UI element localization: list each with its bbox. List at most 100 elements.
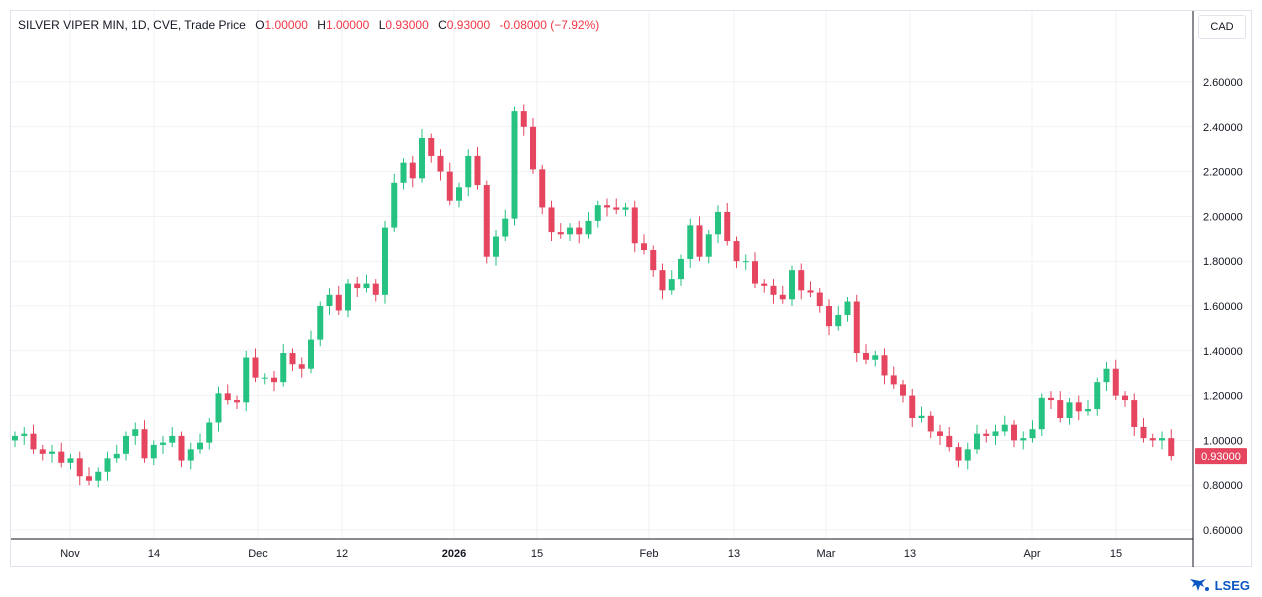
candle-body xyxy=(280,353,287,383)
candle-body xyxy=(224,393,231,401)
candle-body xyxy=(604,205,610,208)
open-value: 1.00000 xyxy=(264,18,308,32)
candle-body xyxy=(271,377,277,383)
candle-body xyxy=(317,306,324,340)
candle-body xyxy=(1122,395,1128,401)
candle-body xyxy=(761,283,768,286)
currency-selector[interactable]: CAD xyxy=(1198,15,1246,39)
brand-logo: LSEG xyxy=(1189,577,1250,593)
candle-body xyxy=(428,138,435,156)
candle-body xyxy=(826,306,832,327)
candle-body xyxy=(456,187,462,201)
candle-body xyxy=(326,294,333,306)
candle-body xyxy=(493,236,499,257)
y-tick-label: 1.40000 xyxy=(1203,346,1243,358)
candle-body xyxy=(779,294,786,300)
candle-body xyxy=(816,292,823,306)
candle-body xyxy=(76,458,83,477)
candle-body xyxy=(206,422,213,443)
candle-body xyxy=(678,258,684,280)
y-tick-label: 2.60000 xyxy=(1203,77,1243,89)
candle-body xyxy=(511,111,518,219)
candle-body xyxy=(419,138,425,179)
x-tick-label: 12 xyxy=(336,548,348,560)
candle-body xyxy=(853,301,860,354)
x-tick-label: 15 xyxy=(531,548,543,560)
high-label: H xyxy=(317,18,326,32)
chart-legend: SILVER VIPER MIN, 1D, CVE, Trade Price O… xyxy=(18,18,599,32)
open-label: O xyxy=(255,18,265,32)
candle-body xyxy=(1094,382,1101,410)
x-tick-label: 14 xyxy=(148,548,160,560)
candle-body xyxy=(576,227,583,235)
candle-body xyxy=(946,435,953,448)
candle-body xyxy=(289,353,296,365)
candle-body xyxy=(1038,397,1045,430)
candle-body xyxy=(927,415,934,432)
change-value: -0.08000 (−7.92%) xyxy=(499,18,600,32)
candle-body xyxy=(687,225,694,259)
x-tick-label: 13 xyxy=(904,548,916,560)
candle-body xyxy=(613,207,620,210)
candle-body xyxy=(1085,409,1091,412)
candle-body xyxy=(234,400,240,403)
close-label: C xyxy=(438,18,447,32)
close-value: 0.93000 xyxy=(446,18,491,32)
candle-body xyxy=(567,227,573,235)
candle-body xyxy=(30,433,37,450)
y-tick-label: 1.00000 xyxy=(1203,435,1243,447)
x-tick-label: Nov xyxy=(60,548,80,560)
x-tick-label: Apr xyxy=(1023,548,1040,560)
candle-body xyxy=(113,453,120,459)
candle-body xyxy=(530,126,536,170)
candle-body xyxy=(863,353,869,360)
candle-body xyxy=(1029,429,1036,439)
candle-body xyxy=(1075,402,1082,412)
candle-body xyxy=(668,279,675,291)
legend-title: SILVER VIPER MIN, 1D, CVE, Trade Price xyxy=(18,18,246,32)
candle-body xyxy=(132,429,139,436)
candle-body xyxy=(197,442,203,450)
candle-body xyxy=(169,435,176,443)
candle-body xyxy=(1168,438,1175,457)
candle-body xyxy=(807,290,814,293)
y-tick-label: 0.80000 xyxy=(1203,480,1243,492)
candle-body xyxy=(1112,368,1119,396)
lseg-logo-icon xyxy=(1189,579,1209,591)
candle-body xyxy=(548,207,555,233)
candle-body xyxy=(724,211,731,242)
candle-body xyxy=(955,447,962,461)
candle-body xyxy=(150,444,157,459)
candle-body xyxy=(890,375,897,385)
candle-body xyxy=(1001,424,1008,432)
candle-body xyxy=(67,458,74,463)
last-price-tag xyxy=(1195,448,1247,465)
candle-body xyxy=(252,357,259,378)
candle-body xyxy=(622,207,629,210)
candles-layer xyxy=(12,104,1175,488)
candle-body xyxy=(1140,426,1147,439)
candle-body xyxy=(650,250,657,271)
candle-body xyxy=(974,433,980,450)
candle-body xyxy=(1131,400,1138,427)
x-tick-label: 13 xyxy=(728,548,740,560)
candle-body xyxy=(160,442,166,445)
candle-body xyxy=(187,449,194,461)
candle-body xyxy=(964,449,971,461)
candle-body xyxy=(141,429,148,459)
x-tick-label: 2026 xyxy=(442,548,466,560)
y-tick-label: 2.00000 xyxy=(1203,211,1243,223)
candle-body xyxy=(39,449,46,454)
y-tick-label: 0.60000 xyxy=(1203,525,1243,537)
candle-body xyxy=(483,185,490,257)
candle-body xyxy=(742,261,749,263)
y-tick-label: 1.20000 xyxy=(1203,391,1243,403)
candle-body xyxy=(372,283,379,295)
candle-body xyxy=(123,435,129,454)
candle-body xyxy=(1066,402,1073,418)
candle-body xyxy=(539,169,546,208)
candle-body xyxy=(770,285,777,295)
candle-body xyxy=(21,433,28,436)
low-value: 0.93000 xyxy=(385,18,429,32)
